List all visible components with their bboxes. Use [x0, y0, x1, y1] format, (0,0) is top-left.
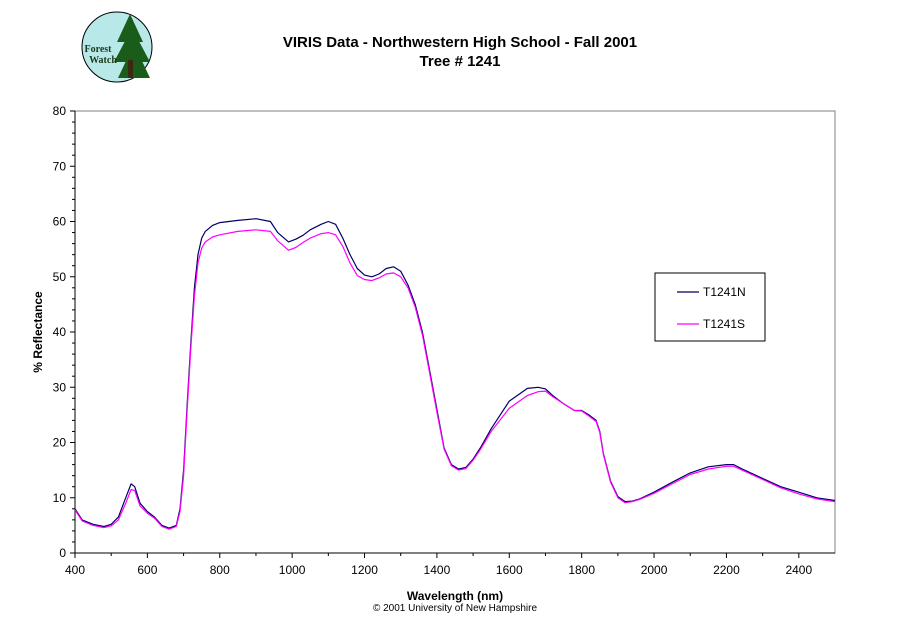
y-axis-title: % Reflectance: [31, 291, 45, 373]
y-tick-label: 0: [59, 546, 66, 560]
legend-label-t1241s: T1241S: [703, 317, 745, 331]
y-ticks: 0 10 20 30 40 50 60 70 80: [53, 104, 75, 560]
legend: T1241N T1241S: [654, 272, 766, 342]
x-tick-label: 1000: [279, 563, 306, 577]
x-tick-label: 1800: [568, 563, 595, 577]
x-axis-title: Wavelength (nm): [407, 589, 503, 603]
y-tick-label: 40: [53, 325, 67, 339]
y-tick-label: 30: [53, 380, 67, 394]
legend-label-t1241n: T1241N: [703, 285, 746, 299]
x-tick-label: 2400: [785, 563, 812, 577]
chart-title: VIRIS Data - Northwestern High School - …: [283, 34, 637, 51]
x-tick-label: 600: [137, 563, 157, 577]
x-tick-label: 1600: [496, 563, 523, 577]
logo-line1: Forest: [84, 44, 112, 55]
copyright-footer: © 2001 University of New Hampshire: [373, 603, 538, 614]
y-tick-label: 20: [53, 436, 67, 450]
forest-watch-logo: Forest Watch: [81, 11, 153, 83]
y-tick-label: 50: [53, 270, 67, 284]
y-tick-label: 80: [53, 104, 67, 118]
series-line-t1241s: [74, 229, 836, 530]
series-layer: [74, 218, 836, 530]
logo-line2: Watch: [89, 55, 117, 66]
y-tick-label: 70: [53, 159, 67, 173]
y-tick-label: 10: [53, 491, 67, 505]
x-tick-label: 800: [210, 563, 230, 577]
x-tick-label: 400: [65, 563, 85, 577]
x-tick-label: 2200: [713, 563, 740, 577]
x-tick-label: 1400: [424, 563, 451, 577]
y-tick-label: 60: [53, 215, 67, 229]
legend-box: [654, 272, 766, 342]
x-tick-label: 1200: [351, 563, 378, 577]
x-ticks: 400 600 800 1000 1200 1400 1600 1800 2000 2200 240…: [65, 553, 812, 577]
x-tick-label: 2000: [641, 563, 668, 577]
chart-subtitle: Tree # 1241: [420, 53, 501, 70]
